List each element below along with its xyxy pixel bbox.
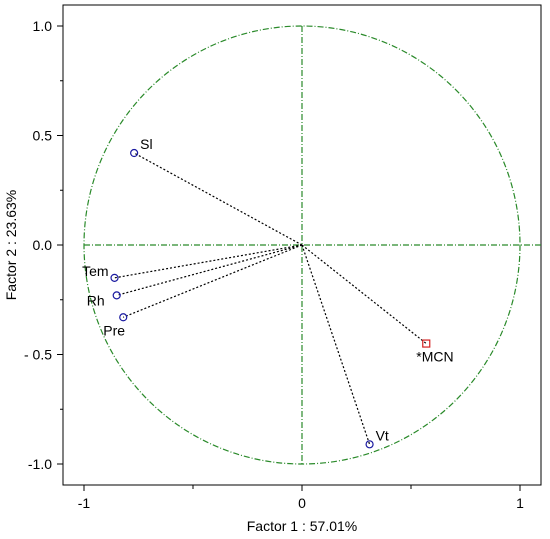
vector-pre — [123, 244, 303, 318]
label-sl: Sl — [140, 136, 152, 152]
x-ticks: -1 0 1 — [78, 485, 524, 511]
y-tick-label: 1.0 — [33, 18, 53, 34]
y-tick-label: 0.5 — [33, 128, 53, 144]
vector-sl — [133, 152, 303, 246]
point-rh — [112, 291, 121, 300]
vector-tem — [114, 244, 303, 279]
point-vt — [365, 440, 374, 449]
label-mcn: *MCN — [416, 349, 453, 365]
label-pre: Pre — [103, 322, 125, 338]
vectors — [114, 152, 427, 445]
vector-mcn — [301, 244, 427, 345]
y-axis-title: Factor 2 : 23.63% — [3, 190, 19, 301]
x-tick-label: 0 — [298, 495, 306, 511]
vector-rh — [116, 244, 303, 296]
point-tem — [110, 273, 119, 282]
y-ticks: 1.0 0.5 0.0 - 0.5 -1.0 — [24, 18, 63, 472]
point-pre — [119, 313, 128, 322]
points — [110, 148, 431, 449]
y-tick-label: -1.0 — [28, 456, 52, 472]
vector-vt — [301, 244, 371, 445]
x-tick-label: 1 — [516, 495, 524, 511]
label-vt: Vt — [376, 427, 389, 443]
y-tick-label: - 0.5 — [24, 347, 52, 363]
point-labels: Sl Tem Rh Pre Vt *MCN — [82, 136, 454, 443]
x-axis-title: Factor 1 : 57.01% — [247, 518, 358, 534]
y-tick-label: 0.0 — [33, 237, 53, 253]
x-tick-label: -1 — [78, 495, 91, 511]
label-tem: Tem — [82, 263, 108, 279]
label-rh: Rh — [87, 292, 105, 308]
point-sl — [130, 148, 139, 158]
point-mcn — [422, 339, 431, 348]
